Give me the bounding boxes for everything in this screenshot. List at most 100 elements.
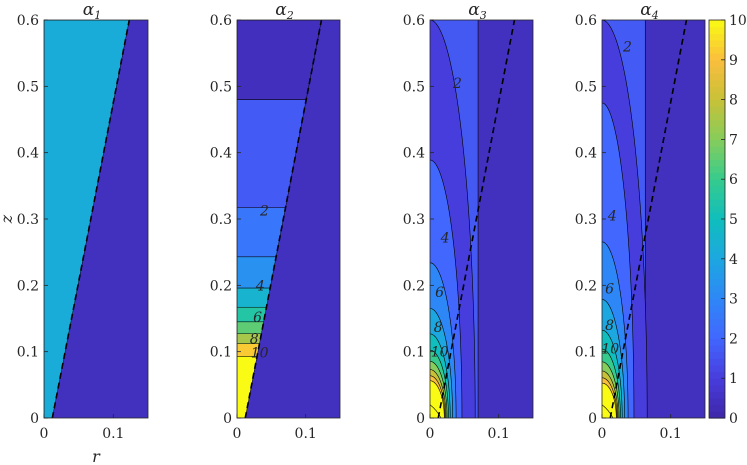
contour-line (602, 329, 623, 418)
contour-band (430, 382, 444, 418)
colorbar-segment (709, 258, 725, 267)
x-tick-label: 0.1 (660, 426, 682, 442)
y-tick-label: 0.6 (210, 13, 232, 29)
colorbar-segment (709, 119, 725, 127)
colorbar-segment (709, 338, 725, 346)
y-tick-label: 0.1 (17, 345, 39, 361)
interface-line (51, 20, 131, 418)
contour-line (430, 404, 442, 418)
colorbar-segment (709, 305, 725, 313)
y-tick-label: 0.3 (210, 212, 232, 228)
contour-line (430, 375, 446, 418)
panel-title-subscript: 4 (651, 9, 659, 22)
colorbar-segment (709, 152, 725, 160)
y-tick-label: 0.5 (403, 79, 425, 95)
y-tick-label: 0 (30, 411, 39, 427)
contour-line (430, 20, 476, 418)
y-tick-label: 0.1 (575, 345, 597, 361)
interface-line (609, 20, 688, 418)
colorbar-tick-label: 0 (729, 411, 738, 427)
colorbar-segment (709, 232, 725, 240)
contour-label: 4 (255, 278, 265, 294)
contour-line (430, 380, 445, 418)
y-tick-label: 0.3 (17, 212, 39, 228)
colorbar-segment (709, 225, 725, 233)
contour-line (602, 20, 648, 418)
contour-label: 4 (440, 231, 450, 247)
contour-line (430, 369, 447, 418)
panel-title-subscript: 1 (94, 9, 101, 22)
colorbar-segment (709, 159, 725, 167)
contour-line (602, 241, 629, 418)
colorbar-segment (709, 20, 725, 28)
x-tick-label: 0 (598, 426, 607, 442)
x-tick-label: 0 (40, 426, 49, 442)
y-tick-label: 0.4 (17, 146, 39, 162)
contour-line (602, 377, 618, 418)
contour-label: 2 (259, 203, 269, 219)
y-tick-label: 0 (588, 411, 597, 427)
panel-title: α3 (468, 0, 486, 22)
colorbar-segment (709, 179, 725, 187)
colorbar-segment (709, 53, 725, 61)
colorbar-segment (709, 285, 725, 293)
colorbar-segment (709, 291, 725, 300)
contour-line (602, 102, 635, 418)
y-tick-label: 0.6 (17, 13, 39, 29)
y-tick-label: 0.1 (403, 345, 425, 361)
colorbar-tick-label: 8 (729, 93, 738, 109)
colorbar-segment (709, 398, 725, 406)
y-tick-label: 0.4 (575, 146, 597, 162)
x-tick-label: 0.1 (295, 426, 317, 442)
colorbar-segment (709, 92, 725, 101)
colorbar-segment (709, 238, 725, 247)
colorbar-tick-label: 10 (729, 13, 747, 29)
y-tick-label: 0.5 (575, 79, 597, 95)
colorbar-segment (709, 112, 725, 121)
contour-band (237, 287, 271, 308)
colorbar-segment (709, 199, 725, 207)
y-tick-label: 0.3 (575, 212, 597, 228)
contour-line (430, 333, 451, 418)
colorbar-tick-label: 9 (729, 53, 738, 69)
panel-title-subscript: 3 (480, 9, 487, 22)
colorbar-segment (709, 26, 725, 34)
y-tick-label: 0.3 (403, 212, 425, 228)
colorbar-segment (709, 278, 725, 286)
colorbar-segment (709, 146, 725, 154)
y-tick-label: 0.2 (210, 278, 232, 294)
contour-line (430, 159, 463, 418)
y-tick-label: 0.1 (210, 345, 232, 361)
colorbar-tick-label: 5 (729, 212, 738, 228)
colorbar-segment (709, 185, 725, 194)
y-tick-label: 0.6 (403, 13, 425, 29)
contour-band (602, 385, 616, 418)
contour-line (602, 370, 619, 418)
contour-line (602, 382, 617, 418)
colorbar: 0 1 2 3 4 5 6 7 8 9 10 (708, 13, 747, 427)
panel-3-plot: 2 4 6 8 10 (430, 20, 533, 418)
contour-line (430, 361, 448, 418)
contour-line (602, 361, 620, 418)
colorbar-segment (709, 205, 725, 213)
colorbar-tick-label: 4 (729, 252, 738, 268)
colorbar-segment (709, 345, 725, 353)
colorbar-segment (709, 404, 725, 412)
contour-label: 2 (622, 40, 632, 56)
colorbar-segment (709, 79, 725, 87)
y-tick-label: 0.6 (575, 13, 597, 29)
contour-label: 10 (431, 345, 449, 361)
y-tick-label: 0 (223, 411, 232, 427)
x-tick-label: 0 (426, 426, 435, 442)
panel-1-plot (44, 20, 148, 418)
panel-title: α4 (640, 0, 658, 22)
colorbar-segment (709, 192, 725, 200)
colorbar-segment (709, 132, 725, 140)
panel-2-plot: 2 4 6 810 (237, 20, 340, 418)
y-tick-label: 0.5 (210, 79, 232, 95)
colorbar-segment (709, 391, 725, 399)
contour-label: 8 (605, 318, 614, 334)
y-tick-label: 0.4 (403, 146, 425, 162)
